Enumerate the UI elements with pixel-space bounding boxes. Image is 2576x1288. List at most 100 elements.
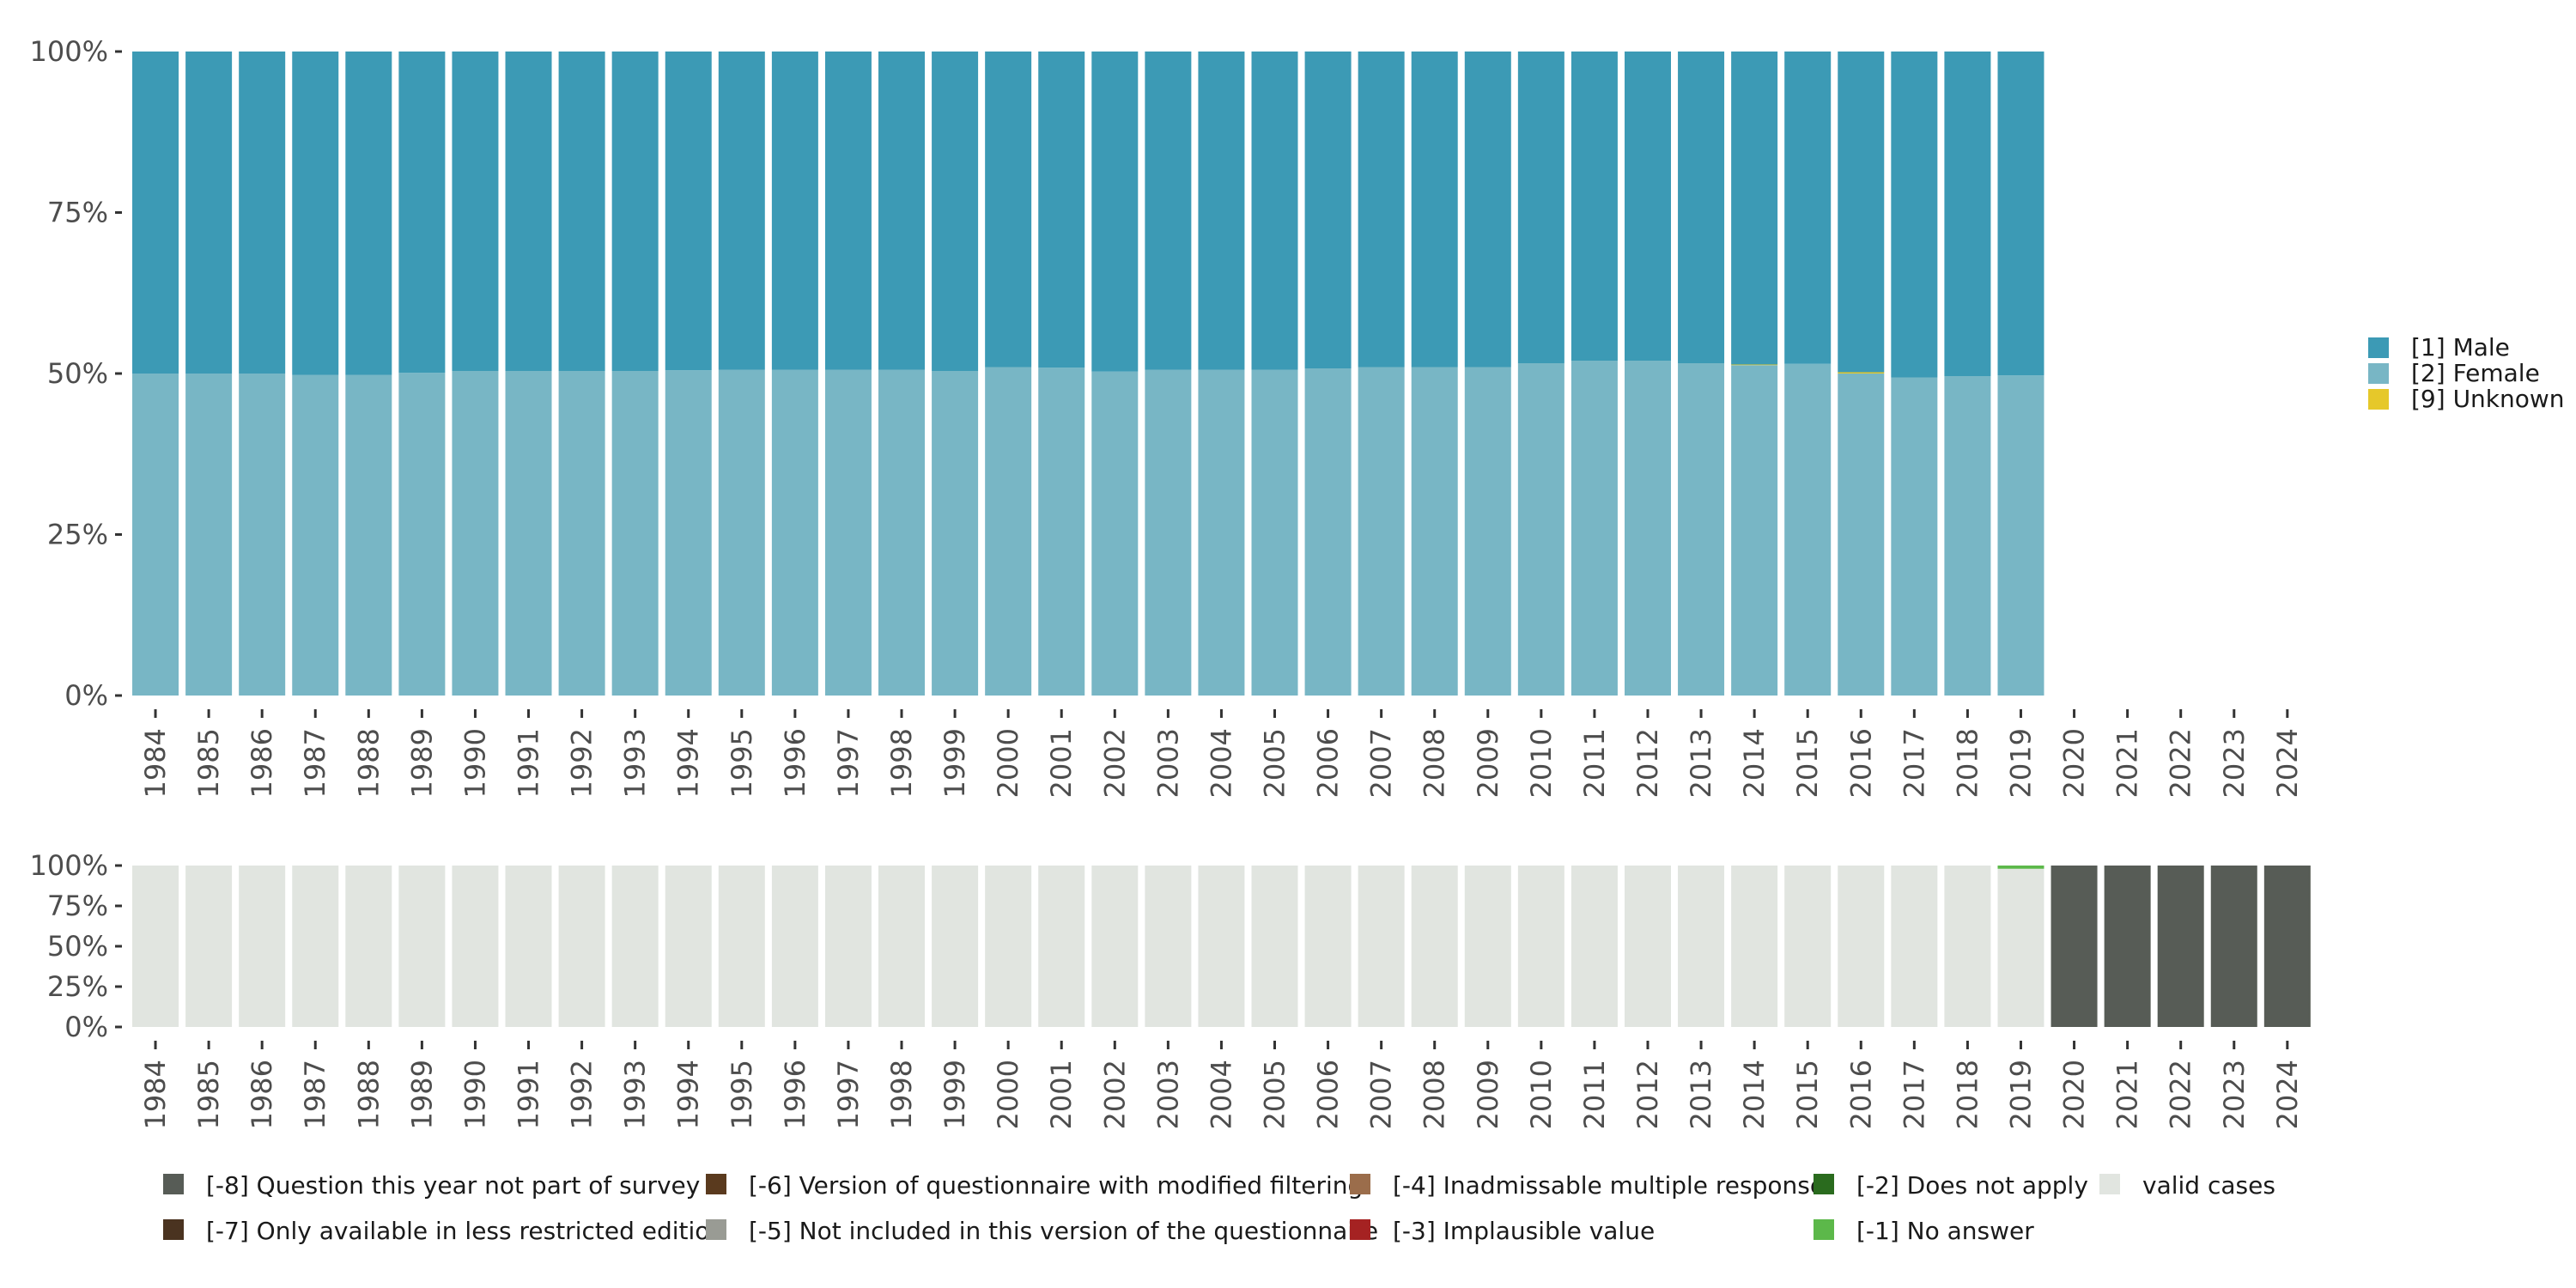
bottom-bar-2016-valid_cases [1838,866,1885,1027]
bottom-x-tick-label: 2012 [1631,1060,1664,1129]
top-bar-2010-male [1517,52,1564,363]
top-bar-1997-male [824,52,872,370]
top-bar-1990-female [452,371,499,696]
top-bar-1995-female [718,369,765,696]
bottom-bar-2019-valid_cases [1997,868,2044,1027]
top-bar-2016-male [1838,52,1885,373]
bottom-chart: 0% 25% 50% 75% 100% 1984 1985 1986 1987 1988 1989 1… [30,849,2311,1129]
bottom-bar-2004-valid_cases [1198,866,1245,1027]
top-legend: [1] Male[2] Female[9] Unknown [2368,333,2565,413]
bottom-bar-2017-valid_cases [1891,866,1938,1027]
top-x-tick-label: 2016 [1844,728,1877,798]
top-bar-1997-female [824,369,872,696]
bottom-x-tick-label: 2015 [1791,1060,1824,1129]
bottom-x-tick-label: 2023 [2218,1060,2251,1129]
bottom-bar-2007-valid_cases [1358,866,1405,1027]
top-bar-2013-female [1678,363,1725,696]
top-bar-1991-female [505,371,552,696]
bottom-bar-1987-valid_cases [292,866,339,1027]
top-x-tick-label: 2004 [1205,728,1237,798]
bottom-legend-label: [-7] Only available in less restricted e… [206,1217,725,1245]
top-bar-1999-female [932,371,979,696]
bottom-y-tick-label: 0% [64,1011,108,1043]
bottom-x-tick-label: 2018 [1951,1060,1984,1129]
top-bar-1994-male [665,52,712,371]
top-bar-2017-male [1891,52,1938,378]
top-x-tick-label: 2022 [2165,728,2197,798]
top-x-tick-label: 1995 [726,728,758,798]
bottom-bar-2008-valid_cases [1411,866,1458,1027]
top-bar-2002-female [1091,371,1139,696]
top-bar-2012-female [1625,361,1671,696]
bottom-legend-label: [-1] No answer [1856,1217,2034,1245]
top-bar-2011-female [1571,361,1618,696]
bottom-x-tick-label: 2007 [1365,1060,1398,1129]
top-x-tick-label: 1998 [885,728,918,798]
bottom-bar-2011-valid_cases [1571,866,1618,1027]
top-bar-2006-male [1304,52,1352,368]
bottom-x-tick-label: 1986 [246,1060,278,1129]
bottom-x-tick-label: 1994 [672,1060,705,1129]
top-x-tick-label: 2006 [1312,728,1345,798]
top-bar-2000-male [985,52,1032,368]
top-bar-2010-female [1517,363,1564,696]
bottom-bar-1988-valid_cases [345,866,392,1027]
bottom-x-tick-label: 1987 [299,1060,331,1129]
top-bar-2017-female [1891,377,1938,696]
top-y-tick-label: 75% [47,197,108,229]
top-bar-1984-male [132,52,179,374]
bottom-bar-2002-valid_cases [1091,866,1139,1027]
bottom-x-tick-label: 2003 [1151,1060,1184,1129]
bottom-x-tick-label: 1998 [885,1060,918,1129]
bottom-bar-2000-valid_cases [985,866,1032,1027]
bottom-x-tick-label: 2008 [1419,1060,1451,1129]
bottom-x-tick-label: 2000 [992,1060,1024,1129]
bottom-x-tick-label: 1985 [192,1060,225,1129]
top-y-tick-label: 50% [47,357,108,390]
top-bar-2019-male [1997,52,2044,376]
top-bar-2015-male [1784,52,1832,364]
bottom-x-tick-label: 2001 [1045,1060,1078,1129]
top-bar-2007-female [1358,367,1405,696]
top-bar-1994-female [665,370,712,696]
top-bar-2018-male [1944,52,1991,376]
top-x-tick-label: 2024 [2271,728,2304,798]
top-bar-1987-male [292,52,339,375]
bottom-x-tick-label: 1999 [939,1060,971,1129]
top-x-tick-label: 2014 [1738,728,1771,798]
top-x-tick-label: 1992 [566,728,598,798]
bottom-legend-label: [-5] Not included in this version of the… [749,1217,1378,1245]
bottom-legend-swatch [1350,1219,1370,1240]
top-x-tick-label: 2009 [1472,728,1504,798]
top-bar-1998-male [878,52,926,370]
top-bar-1989-female [398,373,446,696]
bottom-bar-2015-valid_cases [1784,866,1832,1027]
top-bar-2008-male [1411,52,1458,368]
top-x-tick-label: 1985 [192,728,225,798]
top-bar-1995-male [718,52,765,370]
top-bar-1993-male [611,52,659,371]
bottom-x-tick-label: 2005 [1259,1060,1291,1129]
bottom-legend-label: [-3] Implausible value [1393,1217,1655,1245]
bottom-x-tick-label: 2016 [1844,1060,1877,1129]
top-y-tick-label: 0% [64,679,108,712]
top-bar-2007-male [1358,52,1405,368]
bottom-bar-1989-valid_cases [398,866,446,1027]
top-legend-label: [1] Male [2411,333,2510,361]
bottom-bar-1991-valid_cases [505,866,552,1027]
top-bar-2009-male [1464,52,1511,368]
bottom-x-tick-label: 2013 [1685,1060,1717,1129]
top-x-tick-label: 2018 [1951,728,1984,798]
top-bar-2015-female [1784,363,1832,696]
bottom-legend-swatch [163,1174,184,1194]
bottom-x-tick-label: 2017 [1898,1060,1930,1129]
top-x-tick-label: 2020 [2058,728,2091,798]
top-x-tick-label: 1994 [672,728,705,798]
bottom-bar-1986-valid_cases [239,866,286,1027]
bottom-bar-2014-valid_cases [1731,866,1778,1027]
top-bar-1986-female [239,374,286,696]
bottom-x-tick-label: 2004 [1205,1060,1237,1129]
bottom-bar-1992-valid_cases [558,866,605,1027]
top-bar-1988-female [345,374,392,696]
top-bar-2012-male [1625,52,1671,361]
